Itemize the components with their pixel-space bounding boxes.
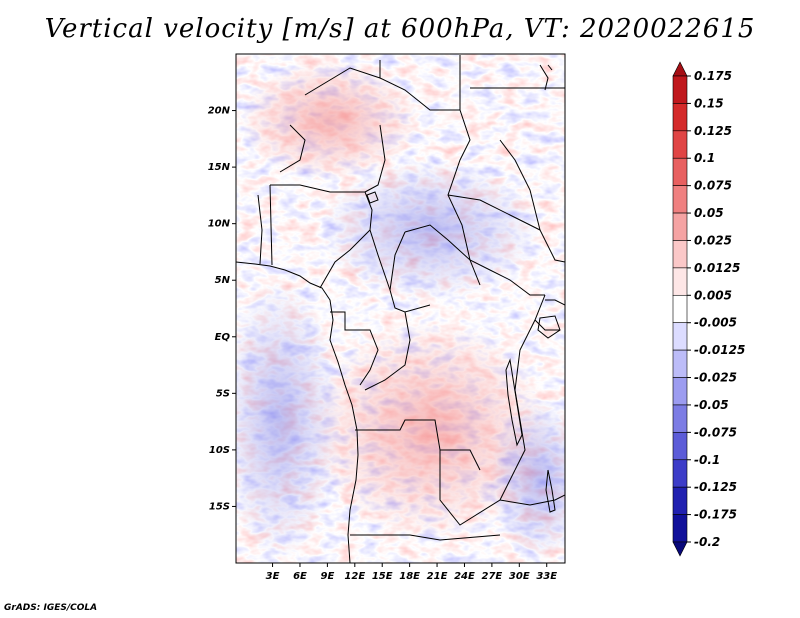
lon-tick-label: 3E xyxy=(266,571,280,582)
longitude-axis: 3E 6E 9E 12E 15E 18E 21E 24E 27E 30E 33E xyxy=(266,563,557,582)
colorbar-segment xyxy=(672,322,688,351)
chart-title: Vertical velocity [m/s] at 600hPa, VT: 2… xyxy=(44,14,756,44)
colorbar-label: -0.2 xyxy=(694,535,720,549)
lat-tick-label: 10S xyxy=(209,445,230,456)
colorbar-label: 0.15 xyxy=(694,96,724,110)
lon-tick-label: 18E xyxy=(399,571,420,582)
colorbar-label: 0.1 xyxy=(694,151,715,165)
border-benin-togo xyxy=(257,184,273,266)
colorbar: 0.175 0.15 0.125 0.1 0.075 0.05 0.025 0.0125 0.0… xyxy=(672,61,745,557)
coastline xyxy=(236,261,359,563)
lat-tick-label: 5S xyxy=(216,388,230,399)
border-niger-libya xyxy=(379,55,461,110)
colorbar-segment xyxy=(672,240,688,269)
lon-tick-label: 27E xyxy=(482,571,503,582)
border-angola-drc xyxy=(355,419,481,471)
lon-tick-label: 33E xyxy=(536,571,557,582)
colorbar-label: -0.025 xyxy=(694,371,737,385)
latitude-axis: 20N 15N 10N 5N EQ 5S 10S 15S xyxy=(208,106,236,512)
colorbar-segment xyxy=(672,459,688,488)
colorbar-label: -0.05 xyxy=(694,398,729,412)
colorbar-segment xyxy=(672,349,688,378)
border-niger-chad xyxy=(364,124,386,193)
border-ethiopia xyxy=(499,139,565,263)
border-congo-drc xyxy=(364,311,411,391)
colorbar-label: -0.005 xyxy=(694,316,737,330)
lat-tick-label: 20N xyxy=(208,106,231,117)
colorbar-segment xyxy=(672,75,688,104)
map-frame xyxy=(236,54,565,563)
lon-tick-label: 12E xyxy=(344,571,365,582)
colorbar-label: -0.0125 xyxy=(694,343,745,357)
lon-tick-label: 30E xyxy=(509,571,530,582)
colorbar-label: 0.005 xyxy=(694,288,732,302)
colorbar-segment xyxy=(672,404,688,433)
blue-region-east xyxy=(490,400,565,560)
border-niger-algeria xyxy=(304,67,460,111)
lat-tick-label: 15S xyxy=(209,501,230,512)
colorbar-segment xyxy=(672,294,688,324)
lake-chad xyxy=(366,191,379,204)
red-sea-coast xyxy=(539,64,553,91)
colorbar-segment xyxy=(672,185,688,214)
colorbar-segment xyxy=(672,377,688,406)
lat-tick-label: 10N xyxy=(208,219,231,230)
red-region-congo xyxy=(310,320,550,540)
lat-tick-label: 15N xyxy=(208,162,231,173)
map-border xyxy=(235,53,566,564)
lon-tick-label: 9E xyxy=(320,571,334,582)
colorbar-segment xyxy=(672,103,688,132)
colorbar-label: 0.125 xyxy=(694,124,732,138)
colorbar-label: -0.125 xyxy=(694,480,737,494)
lon-tick-label: 24E xyxy=(454,571,475,582)
colorbar-segment xyxy=(672,212,688,241)
colorbar-top-arrow xyxy=(672,61,688,77)
colorbar-label: 0.025 xyxy=(694,233,732,247)
colorbar-label: -0.175 xyxy=(694,508,737,522)
border-car xyxy=(389,224,545,296)
border-nigeria xyxy=(270,184,373,289)
sudan-south xyxy=(447,194,541,231)
blue-region-atlantic xyxy=(236,280,340,560)
lon-tick-label: 15E xyxy=(372,571,393,582)
lake-malawi xyxy=(545,469,556,513)
blue-region-chad xyxy=(320,160,540,300)
colorbar-segment xyxy=(672,486,688,515)
colorbar-segment xyxy=(672,514,688,543)
boundaries xyxy=(236,55,565,563)
border-mali-niger xyxy=(279,124,306,173)
border-angola-namibia xyxy=(350,534,501,541)
colorbar-label: 0.175 xyxy=(694,69,732,83)
colorbar-label: -0.075 xyxy=(694,425,737,439)
colorbar-segment xyxy=(672,432,688,461)
colorbar-segment xyxy=(672,130,688,159)
border-gabon-congo xyxy=(330,311,379,386)
lake-victoria xyxy=(537,315,561,339)
border-angola-zambia xyxy=(439,450,516,526)
grads-credit: GrADS: IGES/COLA xyxy=(4,603,98,613)
lake-tanganyika xyxy=(505,358,523,447)
lat-tick-label: 5N xyxy=(215,275,231,286)
colorbar-label: 0.0125 xyxy=(694,261,740,275)
border-zambia-mozambique xyxy=(499,494,565,506)
colorbar-label: 0.075 xyxy=(694,179,732,193)
colorbar-segment xyxy=(672,267,688,296)
red-region-sahara xyxy=(240,60,420,180)
border-east-africa xyxy=(534,299,565,331)
colorbar-bottom-arrow xyxy=(672,541,688,557)
colorbar-label: -0.1 xyxy=(694,453,720,467)
lon-tick-label: 6E xyxy=(293,571,307,582)
colorbar-segment xyxy=(672,157,688,186)
lat-tick-label: EQ xyxy=(215,332,231,343)
lon-tick-label: 21E xyxy=(427,571,448,582)
border-cameroon xyxy=(369,229,431,313)
colorbar-label: 0.05 xyxy=(694,206,724,220)
